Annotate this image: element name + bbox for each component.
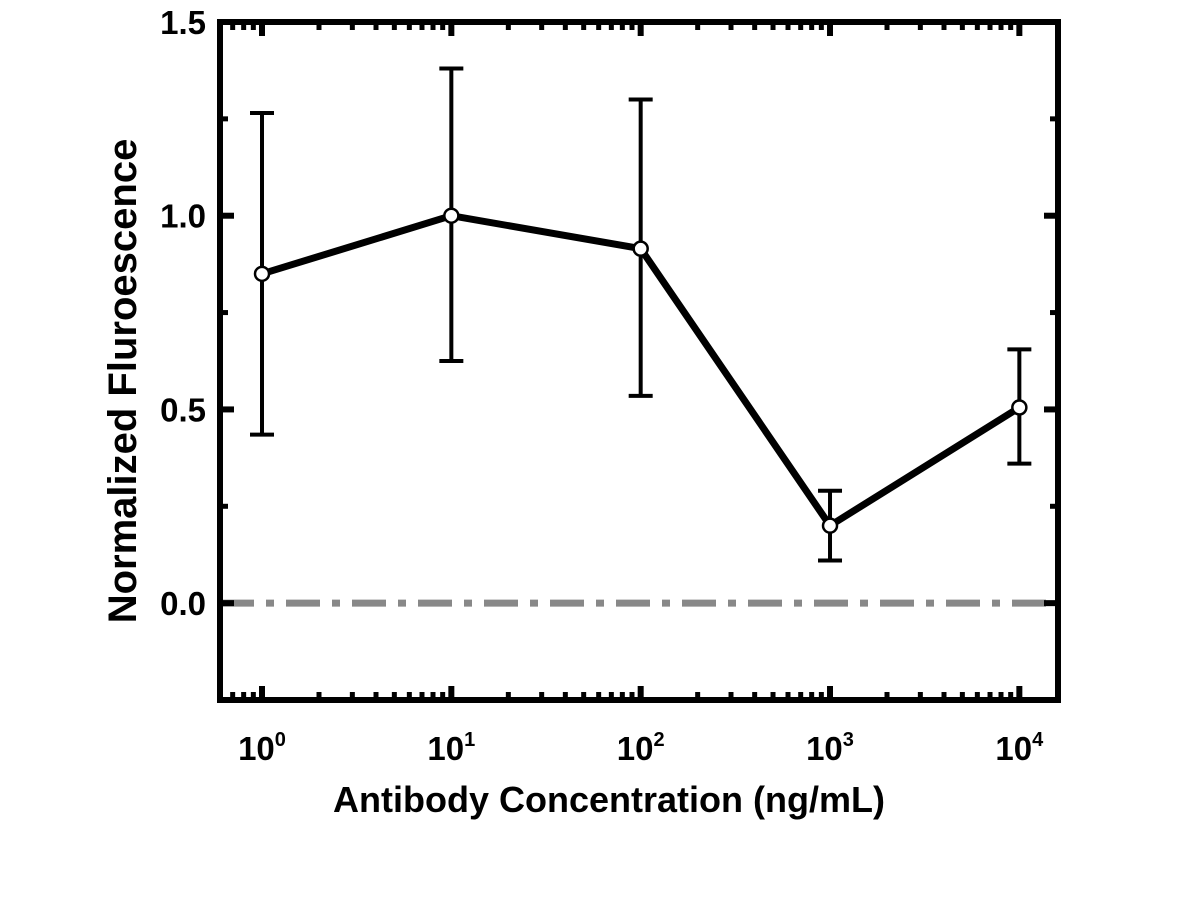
- y-tick-label: 1.0: [160, 198, 206, 235]
- x-tick-base: 10: [617, 730, 654, 767]
- y-tick-label: 0.5: [160, 391, 206, 428]
- series-layer: [250, 66, 1032, 563]
- x-tick-exponent: 0: [275, 729, 286, 751]
- y-tick-labels: 0.0 0.5 1.0 1.5: [160, 4, 206, 622]
- x-tick-label: 104: [995, 729, 1044, 767]
- x-tick-label: 102: [617, 729, 665, 767]
- x-tick-base: 10: [995, 730, 1032, 767]
- x-tick-base: 10: [238, 730, 275, 767]
- x-tick-exponent: 1: [464, 729, 475, 751]
- data-point: [253, 265, 271, 283]
- y-tick-label: 0.0: [160, 585, 206, 622]
- x-tick-label: 101: [427, 729, 475, 767]
- x-tick-labels: 100 101 102 103 104: [238, 729, 1044, 767]
- plot-frame: [217, 19, 1061, 703]
- x-tick-exponent: 3: [843, 729, 854, 751]
- data-point: [821, 517, 839, 534]
- x-tick-base: 10: [427, 730, 464, 767]
- x-tick-label: 103: [806, 729, 854, 767]
- y-tick-label: 1.5: [160, 4, 206, 41]
- y-axis-title: Normalized Fluroescence: [101, 139, 145, 624]
- data-point: [1011, 399, 1028, 416]
- data-point: [443, 207, 460, 224]
- x-tick-exponent: 2: [653, 729, 664, 751]
- x-tick-exponent: 4: [1032, 729, 1044, 751]
- x-tick-label: 100: [238, 729, 286, 767]
- x-axis-title: Antibody Concentration (ng/mL): [333, 779, 885, 820]
- x-tick-base: 10: [806, 730, 843, 767]
- data-point: [632, 240, 649, 257]
